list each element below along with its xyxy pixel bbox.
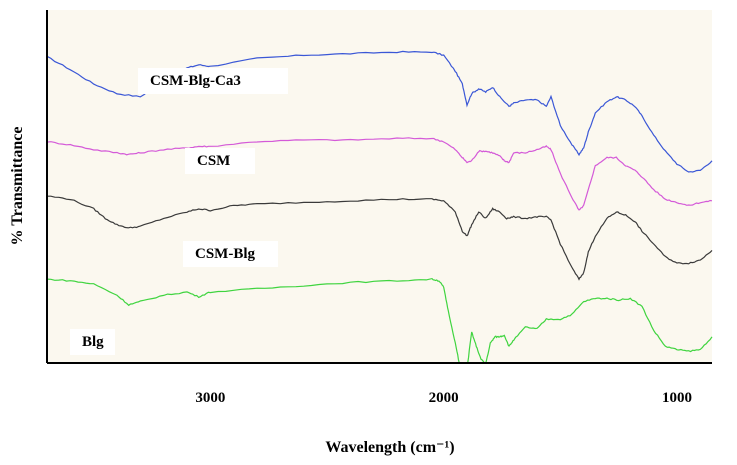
series-line-csm-blg: [47, 195, 713, 281]
x-axis-ticks: 3000 2000 1000: [195, 390, 692, 406]
series-label-box: [183, 241, 278, 267]
series-line-blg: [46, 277, 713, 364]
series-line-csm: [46, 137, 713, 211]
x-tick-label: 1000: [662, 390, 692, 406]
x-tick-label: 2000: [429, 390, 459, 406]
series-label-csm: CSM: [197, 153, 230, 169]
x-tick-label: 3000: [195, 390, 225, 406]
series-labels: CSM-Blg-Ca3 CSM CSM-Blg Blg: [70, 68, 288, 355]
y-axis-label: % Transmittance: [9, 127, 26, 246]
series-label-box: [138, 68, 288, 94]
series-label-blg: Blg: [82, 334, 104, 350]
series-label-csm-blg-ca3: CSM-Blg-Ca3: [150, 73, 241, 89]
series-layer: [46, 50, 713, 364]
x-axis-label: Wavelength (cm⁻¹): [325, 439, 454, 456]
series-label-box: [185, 148, 255, 174]
plot-background: [47, 10, 712, 363]
series-line-csm-blg-ca3: [46, 50, 713, 173]
series-label-csm-blg: CSM-Blg: [195, 246, 256, 262]
series-label-box: [70, 329, 115, 355]
